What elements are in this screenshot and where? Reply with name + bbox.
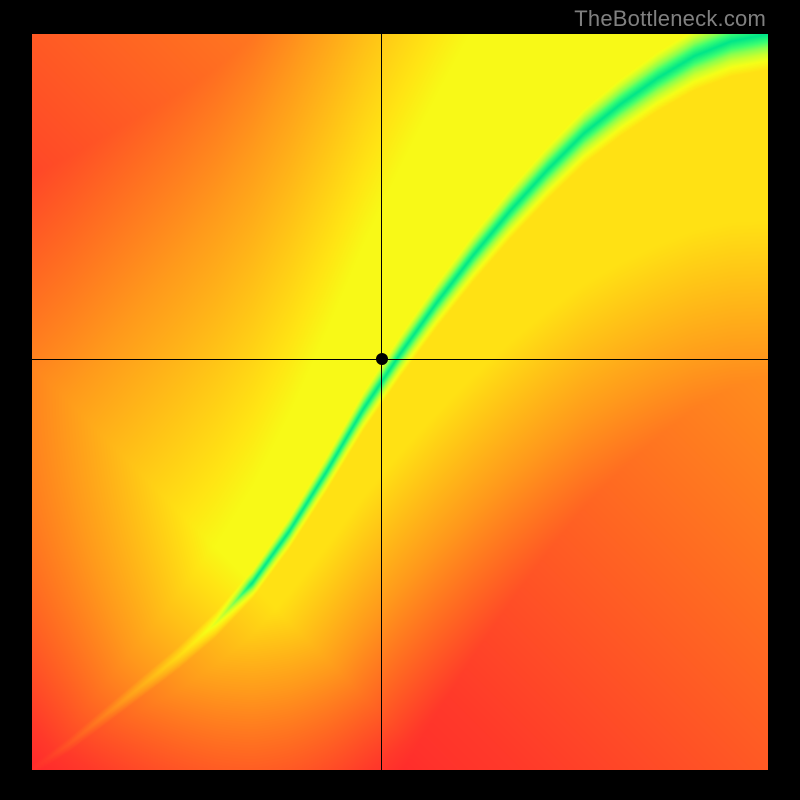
marker-dot — [376, 353, 388, 365]
crosshair-horizontal — [32, 359, 768, 360]
crosshair-vertical — [381, 34, 382, 770]
heatmap-canvas — [32, 34, 768, 770]
watermark-text: TheBottleneck.com — [574, 6, 766, 32]
plot-area — [32, 34, 768, 770]
